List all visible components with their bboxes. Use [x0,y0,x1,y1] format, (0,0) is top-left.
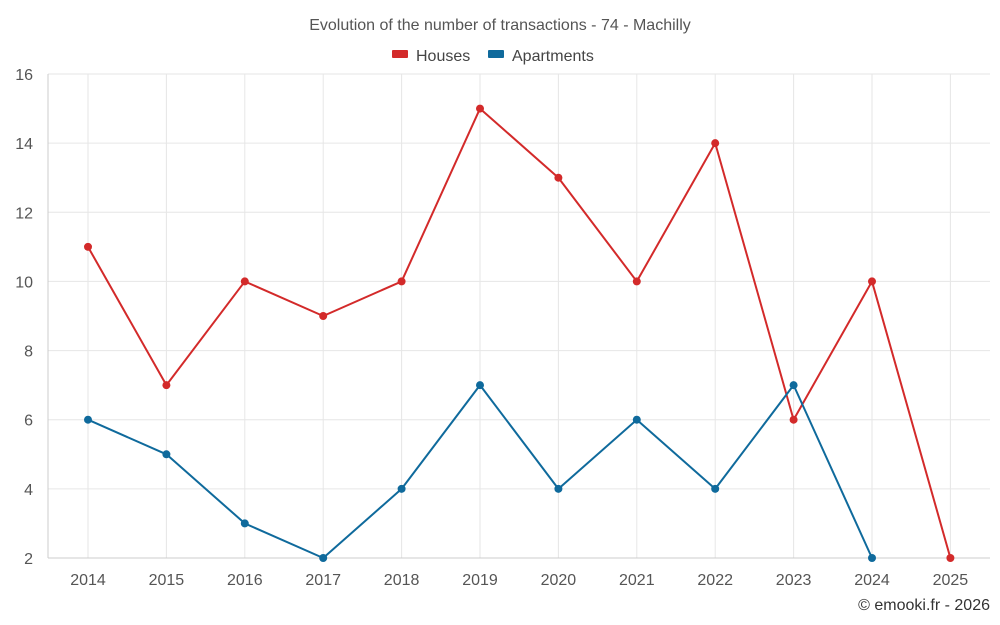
data-point-houses-2019[interactable] [476,104,484,113]
y-tick-label-10: 10 [15,274,33,291]
y-tick-label-4: 4 [24,482,33,499]
x-tick-label-2016: 2016 [227,572,263,589]
chart-title: Evolution of the number of transactions … [309,17,691,34]
data-point-houses-2023[interactable] [789,415,798,424]
legend-item-apartments[interactable]: Apartments [488,48,594,65]
data-point-apartments-2018[interactable] [397,484,406,493]
data-point-apartments-2016[interactable] [240,519,249,528]
credit-text: © emooki.fr - 2026 [858,597,990,614]
y-tick-label-8: 8 [24,344,33,361]
data-point-apartments-2021[interactable] [632,415,641,424]
y-axis-ticks: 2 4 6 8 10 12 14 16 [15,67,33,568]
y-tick-label-6: 6 [24,413,33,430]
series-line-houses [87,107,952,559]
data-point-houses-2025[interactable] [946,554,955,562]
data-point-apartments-2015[interactable] [162,450,171,459]
x-tick-label-2025: 2025 [933,572,969,589]
legend-item-houses[interactable]: Houses [392,48,470,65]
data-point-apartments-2019[interactable] [476,381,484,390]
legend-swatch-apartments [488,50,504,58]
legend-swatch-houses [392,50,408,58]
series-houses [84,104,955,562]
x-tick-label-2018: 2018 [384,572,420,589]
x-tick-label-2014: 2014 [70,572,106,589]
data-point-apartments-2020[interactable] [554,484,563,493]
data-point-houses-2017[interactable] [319,312,328,320]
data-point-houses-2014[interactable] [84,242,92,251]
data-point-apartments-2023[interactable] [789,381,798,390]
data-point-apartments-2014[interactable] [84,415,92,424]
data-point-houses-2018[interactable] [397,277,406,286]
data-point-houses-2015[interactable] [162,381,171,390]
data-point-houses-2024[interactable] [868,277,876,286]
x-tick-label-2021: 2021 [619,572,655,589]
legend-label-apartments: Apartments [512,48,594,65]
y-tick-label-2: 2 [24,551,33,568]
data-point-apartments-2024[interactable] [868,554,876,562]
x-tick-label-2019: 2019 [462,572,498,589]
data-point-houses-2022[interactable] [711,139,720,148]
y-gridlines [48,73,990,559]
x-gridlines [87,74,951,558]
x-tick-label-2015: 2015 [149,572,185,589]
data-point-houses-2021[interactable] [632,277,641,286]
x-axis-ticks: 2014 2015 2016 2017 2018 2019 2020 2021 2022 2023… [70,572,968,589]
x-tick-label-2022: 2022 [697,572,733,589]
data-point-houses-2016[interactable] [240,277,249,286]
data-point-houses-2020[interactable] [554,173,563,182]
data-point-apartments-2022[interactable] [711,484,720,493]
y-tick-label-12: 12 [15,205,33,222]
data-point-apartments-2017[interactable] [319,554,328,562]
series-layer [84,104,955,562]
x-tick-label-2017: 2017 [305,572,341,589]
series-apartments [84,381,876,562]
y-tick-label-16: 16 [15,67,33,84]
legend: Houses Apartments [392,48,594,65]
x-tick-label-2024: 2024 [854,572,890,589]
legend-label-houses: Houses [416,48,470,65]
y-tick-label-14: 14 [15,136,33,153]
x-tick-label-2020: 2020 [541,572,577,589]
x-tick-label-2023: 2023 [776,572,812,589]
